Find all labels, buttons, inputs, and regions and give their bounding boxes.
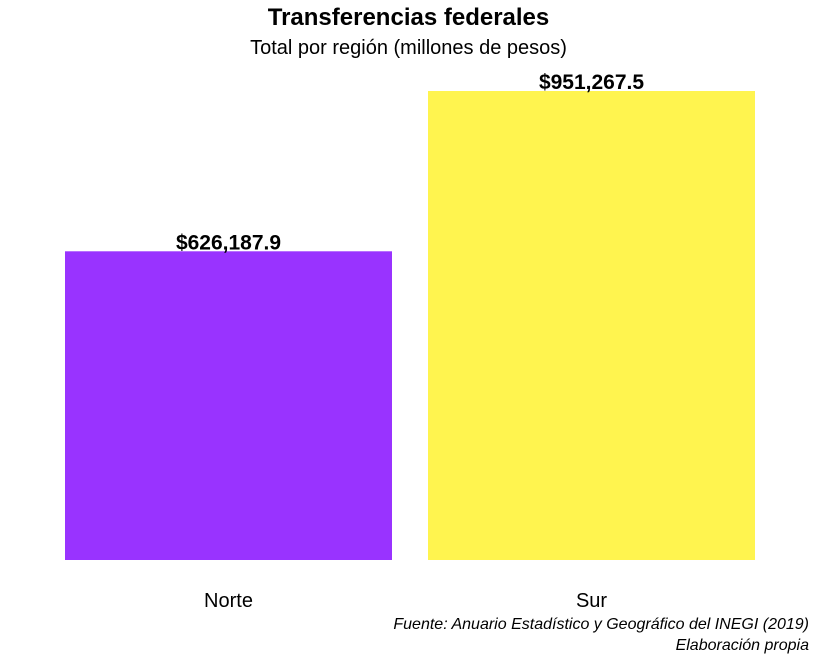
data-labels-layer: $626,187.9 $951,267.5 xyxy=(176,71,644,254)
bar-norte xyxy=(65,251,392,561)
x-tick-label-sur: Sur xyxy=(576,590,607,612)
x-axis-ticks-layer: Norte Sur xyxy=(204,590,607,612)
caption-note: Elaboración propia xyxy=(675,637,809,654)
chart-subtitle: Total por región (millones de pesos) xyxy=(250,37,567,59)
data-label-norte: $626,187.9 xyxy=(176,231,281,254)
x-tick-label-norte: Norte xyxy=(204,590,253,612)
bar-sur xyxy=(428,91,755,560)
chart-title: Transferencias federales xyxy=(267,4,550,31)
bars-layer xyxy=(65,91,755,561)
data-label-sur: $951,267.5 xyxy=(539,71,644,94)
caption-source: Fuente: Anuario Estadístico y Geográfico… xyxy=(393,616,809,633)
